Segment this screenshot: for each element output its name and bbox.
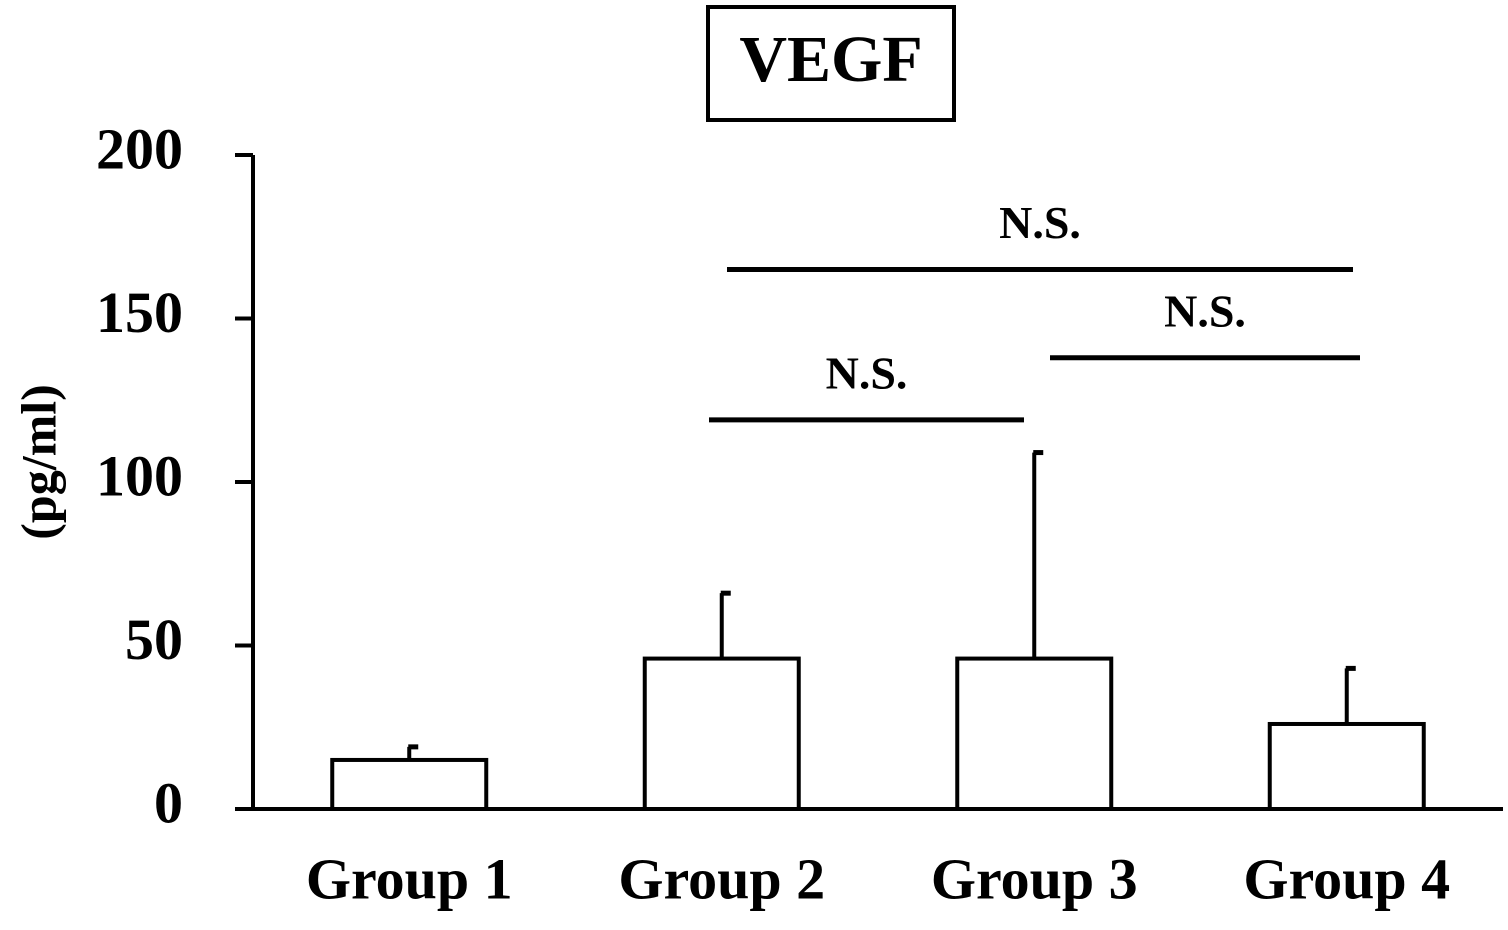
- bar: [330, 757, 489, 812]
- x-tick-label: Group 4: [1243, 846, 1450, 911]
- y-tick-label: 200: [96, 116, 183, 181]
- annotation: N.S.: [1164, 285, 1246, 336]
- y-tick-label: 100: [96, 443, 183, 508]
- bar: [955, 656, 1114, 812]
- chart-title: VEGF: [739, 23, 922, 96]
- annotation: N.S.: [999, 197, 1081, 248]
- x-tick-label: Group 1: [306, 846, 513, 911]
- bar: [1267, 721, 1426, 811]
- x-tick-label: Group 3: [931, 846, 1138, 911]
- annotation: N.S.: [826, 347, 908, 398]
- y-tick-label: 50: [125, 607, 183, 672]
- y-tick-label: 0: [154, 770, 183, 835]
- y-tick-label: 150: [96, 280, 183, 345]
- x-tick-label: Group 2: [618, 846, 825, 911]
- bar: [642, 656, 801, 812]
- y-axis-label: (pg/ml): [10, 384, 66, 540]
- title-box: [706, 5, 956, 122]
